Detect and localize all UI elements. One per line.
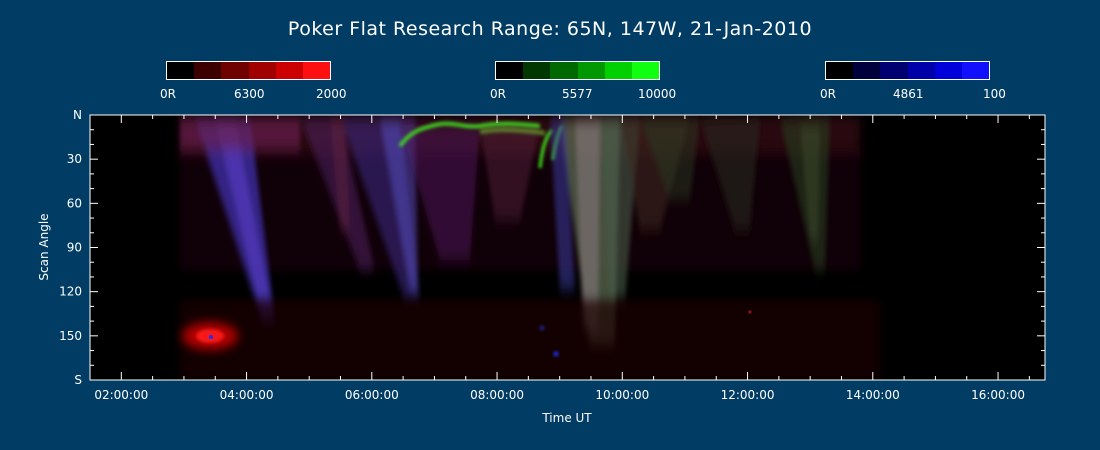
y-tick-label: N — [73, 108, 82, 122]
chart-title: Poker Flat Research Range: 65N, 147W, 21… — [287, 18, 813, 40]
x-tick-label: 04:00:00 — [220, 388, 274, 402]
colorbar-4861-swatch-1 — [853, 62, 881, 79]
colorbar-5577-wavelength-label: 5577 — [562, 87, 593, 101]
x-axis: 02:00:00 04:00:00 06:00:00 08:00:00 10:00:00… — [89, 115, 1030, 402]
x-axis-label: Time UT — [541, 411, 592, 425]
colorbar-6300-min-label: 0R — [160, 87, 176, 101]
x-tick-label: 06:00:00 — [345, 388, 399, 402]
x-tick-label: 10:00:00 — [595, 388, 649, 402]
colorbar-6300-swatch-2 — [221, 62, 249, 79]
y-tick-label: 90 — [67, 241, 82, 255]
x-tick-label: 08:00:00 — [470, 388, 524, 402]
colorbar-5577 — [495, 61, 660, 81]
colorbar-4861-min-label: 0R — [820, 87, 836, 101]
colorbar-5577-swatches — [495, 61, 660, 80]
colorbar-6300-max-label: 2000 — [316, 87, 347, 101]
colorbar-4861-max-label: 100 — [983, 87, 1006, 101]
colorbar-6300-swatch-0 — [167, 62, 195, 79]
colorbar-6300 — [166, 61, 331, 81]
colorbar-5577-swatch-4 — [604, 62, 632, 79]
keogram-image — [180, 117, 880, 380]
y-tick-label: 60 — [67, 196, 82, 210]
colorbar-4861-swatch-4 — [934, 62, 962, 79]
y-tick-label: 150 — [59, 329, 82, 343]
colorbar-6300-swatch-4 — [275, 62, 303, 79]
x-tick-label: 14:00:00 — [846, 388, 900, 402]
colorbar-4861-wavelength-label: 4861 — [893, 87, 924, 101]
colorbar-5577-max-label: 10000 — [638, 87, 677, 101]
y-tick-label: S — [74, 373, 82, 387]
colorbar-4861-swatches — [825, 61, 990, 80]
colorbar-6300-swatches — [166, 61, 331, 80]
colorbar-6300-swatch-5 — [302, 62, 331, 79]
colorbar-4861-swatch-0 — [826, 62, 854, 79]
colorbar-6300-wavelength-label: 6300 — [234, 87, 265, 101]
colorbar-4861 — [825, 61, 990, 81]
colorbar-5577-swatch-2 — [550, 62, 578, 79]
colorbar-6300-swatch-3 — [248, 62, 276, 79]
colorbar-5577-swatch-3 — [577, 62, 605, 79]
y-tick-label: 30 — [67, 152, 82, 166]
y-axis-label: Scan Angle — [37, 213, 51, 280]
colorbar-5577-min-label: 0R — [490, 87, 506, 101]
x-tick-label: 02:00:00 — [94, 388, 148, 402]
colorbar-5577-swatch-5 — [631, 62, 660, 79]
x-tick-label: 12:00:00 — [721, 388, 775, 402]
colorbar-6300-swatch-1 — [194, 62, 222, 79]
colorbar-4861-swatch-3 — [907, 62, 935, 79]
colorbar-5577-swatch-0 — [496, 62, 524, 79]
colorbar-5577-swatch-1 — [523, 62, 551, 79]
colorbar-4861-swatch-2 — [880, 62, 908, 79]
colorbar-4861-swatch-5 — [961, 62, 990, 79]
y-tick-label: 120 — [59, 285, 82, 299]
y-axis: N 30 60 90 120 150 S — [59, 108, 1045, 387]
x-tick-label: 16:00:00 — [971, 388, 1025, 402]
